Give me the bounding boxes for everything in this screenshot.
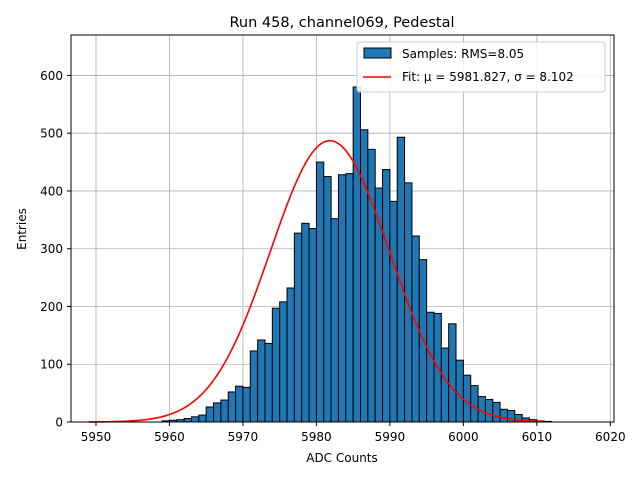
tick-labels: 5950 5960 5970 5980 5990 6000 6010 6020 0 100 200 3… xyxy=(40,69,626,444)
histogram-bar xyxy=(345,173,354,423)
histogram-bar xyxy=(352,86,362,423)
histogram-bar xyxy=(337,174,347,423)
legend-label-fit: Fit: μ = 5981.827, σ = 8.102 xyxy=(402,70,574,84)
fit-curve-layer xyxy=(88,139,545,423)
legend: Samples: RMS=8.05 Fit: μ = 5981.827, σ =… xyxy=(356,41,606,93)
histogram-bar xyxy=(293,232,303,423)
legend-frame xyxy=(356,41,606,93)
histogram-bar xyxy=(286,287,295,423)
histogram-bar xyxy=(279,301,288,423)
histogram-bar xyxy=(183,418,193,423)
y-tick-label: 200 xyxy=(40,300,63,314)
histogram-bar xyxy=(470,385,479,423)
histogram-bar xyxy=(198,414,207,423)
y-tick-label: 600 xyxy=(40,69,63,83)
histogram-bar xyxy=(499,408,508,423)
histogram-bar xyxy=(462,374,472,423)
histogram-bar xyxy=(455,359,464,423)
legend-label-histogram: Samples: RMS=8.05 xyxy=(402,47,524,61)
histogram-bar xyxy=(257,339,266,423)
histogram-bar xyxy=(360,129,369,423)
x-tick-label: 6010 xyxy=(522,430,553,444)
x-tick-label: 5970 xyxy=(228,430,259,444)
chart-title: Run 458, channel069, Pedestal xyxy=(229,15,454,31)
histogram-bar xyxy=(249,350,259,423)
histogram-bar xyxy=(396,136,406,423)
histogram-bar xyxy=(242,386,251,423)
histogram-bar xyxy=(448,323,457,423)
histogram-bar xyxy=(264,342,273,423)
histogram-bar xyxy=(484,398,494,423)
plot-frame xyxy=(70,34,615,423)
histogram-bar xyxy=(315,161,325,423)
histogram-bar xyxy=(382,169,391,423)
x-axis-title: ADC Counts xyxy=(306,451,378,465)
x-tick-label: 5990 xyxy=(375,430,406,444)
y-tick-label: 400 xyxy=(40,184,63,198)
y-tick-label: 500 xyxy=(40,127,63,141)
histogram-bar xyxy=(492,401,501,423)
x-tick-label: 5980 xyxy=(301,430,332,444)
legend-swatch-histogram xyxy=(363,47,392,59)
y-tick-label: 300 xyxy=(40,242,63,256)
histogram-bar xyxy=(426,311,435,423)
histogram-bar xyxy=(367,148,376,423)
histogram-bar xyxy=(220,399,229,423)
histogram-bar xyxy=(301,222,310,423)
histogram-bar xyxy=(323,176,332,423)
histogram-bar xyxy=(205,406,215,423)
histogram-bar xyxy=(227,391,237,423)
fit-curve xyxy=(88,139,545,423)
histogram-bar xyxy=(235,385,244,423)
x-tick-label: 5950 xyxy=(81,430,112,444)
histogram-bar xyxy=(330,218,339,423)
histogram-bar xyxy=(271,307,281,423)
x-tick-label: 6020 xyxy=(595,430,626,444)
y-tick-label: 0 xyxy=(55,416,63,430)
histogram-bar xyxy=(308,228,317,423)
x-tick-label: 6000 xyxy=(448,430,479,444)
y-axis-title: Entries xyxy=(15,208,29,250)
histogram-bar xyxy=(213,402,222,423)
axes xyxy=(70,34,615,423)
x-tick-label: 5960 xyxy=(154,430,185,444)
histogram-bar xyxy=(191,416,200,423)
histogram-bar xyxy=(389,200,398,423)
y-tick-label: 100 xyxy=(40,358,63,372)
histogram-bar xyxy=(440,347,450,423)
